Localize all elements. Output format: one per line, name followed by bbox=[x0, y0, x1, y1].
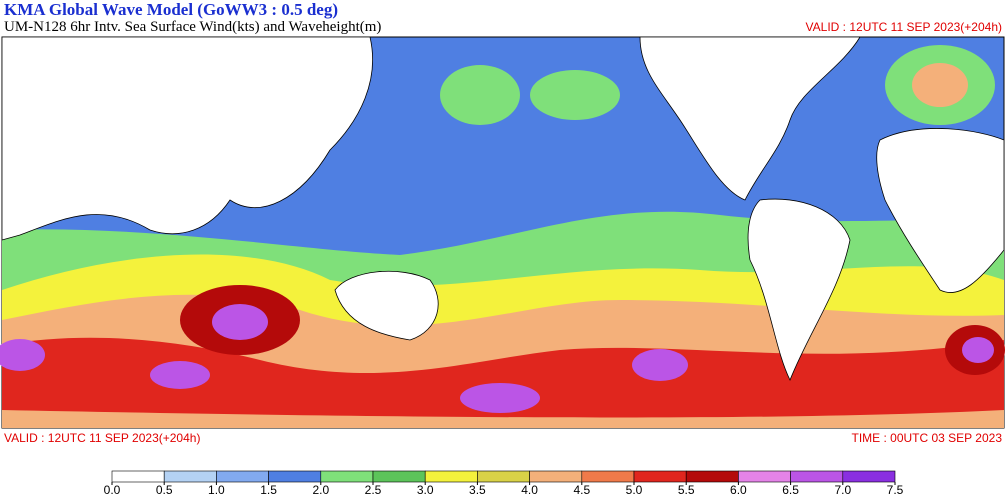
colorbar: 0.0 0.5 1.0 1.5 2.0 2.5 3.0 3.5 4.0 4.5 5.0 5.5 6.0 6… bbox=[104, 470, 904, 496]
storm-core bbox=[0, 339, 45, 371]
colorbar-label: 7.0 bbox=[834, 483, 851, 496]
land-south-america bbox=[747, 198, 851, 381]
colorbar-segment bbox=[372, 470, 426, 483]
colorbar-label: 1.0 bbox=[208, 483, 225, 496]
wave-patch bbox=[530, 70, 620, 120]
wave-band-red bbox=[2, 337, 1004, 418]
colorbar-segment bbox=[581, 470, 635, 483]
storm-core bbox=[460, 383, 540, 413]
colorbar-segment bbox=[477, 470, 530, 483]
colorbar-segment bbox=[633, 470, 687, 483]
storm-core bbox=[962, 337, 994, 363]
colorbar-label: 2.5 bbox=[365, 483, 382, 496]
colorbar-segment bbox=[111, 470, 165, 483]
subtitle: UM-N128 6hr Intv. Sea Surface Wind(kts) … bbox=[4, 19, 381, 35]
wave-patch bbox=[912, 63, 968, 107]
colorbar-label: 5.5 bbox=[678, 483, 695, 496]
init-time: TIME : 00UTC 03 SEP 2023 bbox=[851, 431, 1002, 445]
colorbar-segment bbox=[529, 470, 583, 483]
colorbar-segment bbox=[163, 470, 217, 483]
storm-core bbox=[150, 361, 210, 389]
colorbar-label: 4.0 bbox=[521, 483, 538, 496]
colorbar-segment bbox=[790, 470, 844, 483]
colorbar-label: 2.0 bbox=[312, 483, 329, 496]
colorbar-segment bbox=[268, 470, 322, 483]
map bbox=[0, 36, 1005, 429]
colorbar-segment bbox=[320, 470, 374, 483]
colorbar-label: 6.0 bbox=[730, 483, 747, 496]
colorbar-label: 1.5 bbox=[260, 483, 277, 496]
land-eurasia-africa bbox=[1, 36, 373, 241]
colorbar-segment bbox=[842, 470, 896, 483]
storm-core bbox=[632, 349, 688, 381]
colorbar-segment bbox=[216, 470, 269, 483]
colorbar-label: 6.5 bbox=[782, 483, 799, 496]
valid-time: VALID : 12UTC 11 SEP 2023(+204h) bbox=[4, 431, 200, 445]
colorbar-label: 5.0 bbox=[626, 483, 643, 496]
colorbar-label: 0.5 bbox=[156, 483, 173, 496]
colorbar-label: 4.5 bbox=[573, 483, 590, 496]
land-north-america bbox=[639, 36, 861, 201]
colorbar-label: 3.0 bbox=[417, 483, 434, 496]
land-australia bbox=[334, 270, 439, 341]
colorbar-segment bbox=[685, 470, 739, 483]
colorbar-label: 3.5 bbox=[469, 483, 486, 496]
storm-core bbox=[212, 304, 268, 340]
colorbar-label: 7.5 bbox=[887, 483, 904, 496]
wave-patch bbox=[440, 65, 520, 125]
colorbar-segment bbox=[424, 470, 478, 483]
colorbar-segment bbox=[738, 470, 791, 483]
valid-time: VALID : 12UTC 11 SEP 2023(+204h) bbox=[806, 20, 1002, 34]
land-africa bbox=[876, 128, 1005, 293]
colorbar-label: 0.0 bbox=[104, 483, 121, 496]
title: KMA Global Wave Model (GoWW3 : 0.5 deg) bbox=[4, 0, 338, 19]
